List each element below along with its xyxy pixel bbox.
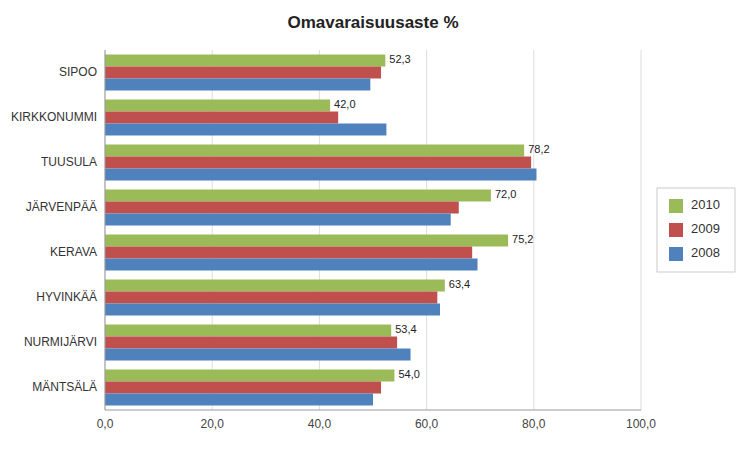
bar xyxy=(105,370,394,382)
data-label: 78,2 xyxy=(528,143,549,155)
x-tick-label: 0,0 xyxy=(97,417,114,431)
x-tick-label: 80,0 xyxy=(522,417,546,431)
grid-line xyxy=(641,50,642,410)
legend-swatch xyxy=(669,223,683,237)
bar xyxy=(105,100,330,112)
bar xyxy=(105,214,451,226)
y-tick-label: NURMIJÄRVI xyxy=(24,335,97,349)
bar xyxy=(105,292,437,304)
bar xyxy=(105,67,381,79)
grid xyxy=(105,50,641,410)
bar xyxy=(105,349,411,361)
y-tick-label: KIRKKONUMMI xyxy=(11,110,97,124)
x-axis-line xyxy=(105,410,641,411)
bar xyxy=(105,190,491,202)
bars xyxy=(105,55,536,406)
bar xyxy=(105,79,370,91)
bar xyxy=(105,169,536,181)
chart-svg: Omavaraisuusaste % 0,0 20,0 40,0 60,0 80,0 100… xyxy=(0,0,751,450)
x-tick-label: 40,0 xyxy=(308,417,332,431)
data-label: 42,0 xyxy=(334,98,355,110)
bar xyxy=(105,259,478,271)
y-axis-line xyxy=(105,50,106,410)
legend-label: 2008 xyxy=(691,245,720,260)
x-tick-label: 60,0 xyxy=(415,417,439,431)
legend-box xyxy=(657,188,735,272)
bar xyxy=(105,157,531,169)
bar xyxy=(105,235,508,247)
bar xyxy=(105,325,391,337)
bar xyxy=(105,280,445,292)
data-label: 72,0 xyxy=(495,188,516,200)
y-tick-label: SIPOO xyxy=(59,65,97,79)
legend-label: 2009 xyxy=(691,221,720,236)
data-label: 52,3 xyxy=(389,53,410,65)
background xyxy=(0,0,751,450)
data-label: 53,4 xyxy=(395,323,416,335)
grid-line xyxy=(533,50,534,410)
chart-container: Omavaraisuusaste % 0,0 20,0 40,0 60,0 80,0 100… xyxy=(0,0,751,450)
y-tick-label: MÄNTSÄLÄ xyxy=(32,380,97,394)
bar xyxy=(105,202,459,214)
data-label: 54,0 xyxy=(398,368,419,380)
bar xyxy=(105,382,381,394)
bar xyxy=(105,145,524,157)
bar xyxy=(105,337,397,349)
legend-swatch xyxy=(669,199,683,213)
bar xyxy=(105,247,472,259)
data-label: 75,2 xyxy=(512,233,533,245)
x-tick-label: 100,0 xyxy=(626,417,656,431)
bar xyxy=(105,112,338,124)
y-tick-label: KERAVA xyxy=(50,245,97,259)
grid-line xyxy=(426,50,427,410)
legend-label: 2010 xyxy=(691,197,720,212)
chart-title: Omavaraisuusaste % xyxy=(287,13,458,32)
y-tick-label: HYVINKÄÄ xyxy=(36,290,97,304)
data-label: 63,4 xyxy=(449,278,470,290)
legend: 2010 2009 2008 xyxy=(657,188,735,272)
bar xyxy=(105,55,385,67)
bar xyxy=(105,304,440,316)
bar xyxy=(105,394,373,406)
bar xyxy=(105,124,386,136)
y-tick-label: TUUSULA xyxy=(41,155,97,169)
legend-swatch xyxy=(669,247,683,261)
x-tick-label: 20,0 xyxy=(201,417,225,431)
grid-line xyxy=(105,50,106,410)
y-tick-label: JÄRVENPÄÄ xyxy=(26,200,97,214)
